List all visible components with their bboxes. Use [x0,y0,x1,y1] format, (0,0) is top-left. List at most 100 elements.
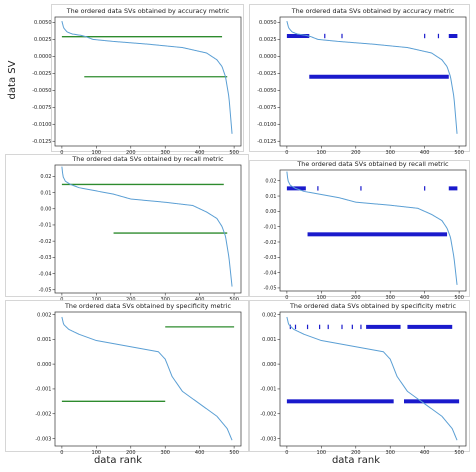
x-tick-label: 100 [92,450,102,456]
y-tick-label: 0.0050 [34,20,52,26]
marker-point [306,324,309,330]
plot-area [279,311,467,447]
marker-point [317,186,319,191]
sv-curve-series [61,166,233,287]
y-tick-label: -0.001 [35,387,51,393]
marker-point [327,324,329,330]
x-tick-label: 200 [126,150,136,156]
y-tick-label: 0.02 [40,174,51,180]
y-tick-label: -0.03 [264,255,277,261]
x-tick-label: 0 [285,150,288,156]
x-tick-label: 300 [160,297,170,303]
y-tick-label: 0.02 [265,179,276,185]
plot-area [54,311,242,447]
panel-frame [249,160,470,297]
chart-title: The ordered data SVs obtained by accurac… [66,7,230,15]
chart-title: The ordered data SVs obtained by accurac… [291,7,455,15]
marker-band [448,186,458,191]
x-tick-label: 400 [420,450,430,456]
x-tick-label: 0 [285,450,288,456]
x-tick-label: 400 [420,295,430,301]
x-tick-label: 500 [229,450,239,456]
y-tick-label: 0.00 [265,209,276,215]
marker-point [351,324,353,330]
panel-2: The ordered data SVs obtained by accurac… [249,4,470,156]
x-tick-label: 300 [385,150,395,156]
marker-band [404,399,460,404]
y-tick-label: -0.0100 [32,122,51,128]
figure-ylabel-top: data SV [7,60,18,99]
x-tick-label: 0 [60,450,63,456]
x-tick-label: 500 [454,150,464,156]
y-tick-label: 0.000 [262,362,276,368]
y-tick-label: -0.0025 [257,71,276,77]
marker-band [286,399,394,404]
marker-band [307,232,448,237]
x-tick-label: 300 [385,450,395,456]
y-tick-label: 0.0025 [259,37,277,43]
y-tick-label: -0.002 [260,412,276,418]
x-tick-label: 300 [385,295,395,301]
y-tick-label: -0.003 [260,436,276,442]
marker-band [309,74,449,79]
figure-xlabel-left: data rank [94,455,142,466]
marker-band [366,324,401,329]
y-tick-label: -0.003 [35,436,51,442]
marker-point [341,324,343,330]
y-tick-label: 0.00 [40,207,51,213]
y-tick-label: 0.000 [37,362,51,368]
x-tick-label: 400 [195,297,205,303]
x-tick-label: 100 [92,150,102,156]
y-tick-label: 0.01 [265,194,276,200]
y-tick-label: -0.002 [35,412,51,418]
panel-frame [51,4,244,152]
x-tick-label: 100 [317,150,327,156]
y-tick-label: 0.01 [40,190,51,196]
y-tick-label: 0.0000 [34,54,52,60]
chart-title: The ordered data SVs obtained by recall … [71,155,224,163]
sv-curve-series [61,20,233,134]
x-tick-label: 200 [351,150,361,156]
marker-point [324,33,326,39]
y-tick-label: -0.03 [39,255,52,261]
marker-band [448,34,458,39]
x-tick-label: 400 [195,450,205,456]
x-tick-label: 200 [126,450,136,456]
y-tick-label: -0.02 [264,240,277,246]
x-tick-label: 500 [454,295,464,301]
sv-curve-series [286,316,458,441]
x-tick-label: 100 [317,450,327,456]
x-tick-label: 0 [60,297,63,303]
y-tick-label: -0.01 [264,224,277,230]
panel-3: The ordered data SVs obtained by recall … [5,154,249,303]
panel-1: The ordered data SVs obtained by accurac… [32,4,244,156]
sv-curve-series [286,171,458,285]
x-tick-label: 100 [317,295,327,301]
panel-6: The ordered data SVs obtained by specifi… [249,300,470,456]
x-tick-label: 200 [351,295,361,301]
y-tick-label: 0.002 [37,312,51,318]
x-tick-label: 300 [160,450,170,456]
y-tick-label: -0.04 [39,271,52,277]
plot-area [54,164,242,294]
x-tick-label: 0 [60,150,63,156]
y-tick-label: -0.05 [264,286,277,292]
y-tick-label: -0.0125 [257,139,276,145]
marker-point [360,324,362,330]
y-tick-label: -0.0075 [32,105,51,111]
y-tick-label: 0.001 [37,337,51,343]
x-tick-label: 0 [285,295,288,301]
x-tick-label: 200 [126,297,136,303]
y-tick-label: 0.0050 [259,20,277,26]
y-tick-label: -0.0050 [32,88,51,94]
marker-point [319,324,321,330]
y-tick-label: -0.05 [39,288,52,294]
chart-title: The ordered data SVs obtained by specifi… [64,302,231,310]
x-tick-label: 300 [160,150,170,156]
y-tick-label: -0.04 [264,270,277,276]
chart-title: The ordered data SVs obtained by recall … [296,160,449,168]
panel-frame [5,154,249,297]
y-tick-label: 0.0000 [259,54,277,60]
y-tick-label: -0.001 [260,387,276,393]
